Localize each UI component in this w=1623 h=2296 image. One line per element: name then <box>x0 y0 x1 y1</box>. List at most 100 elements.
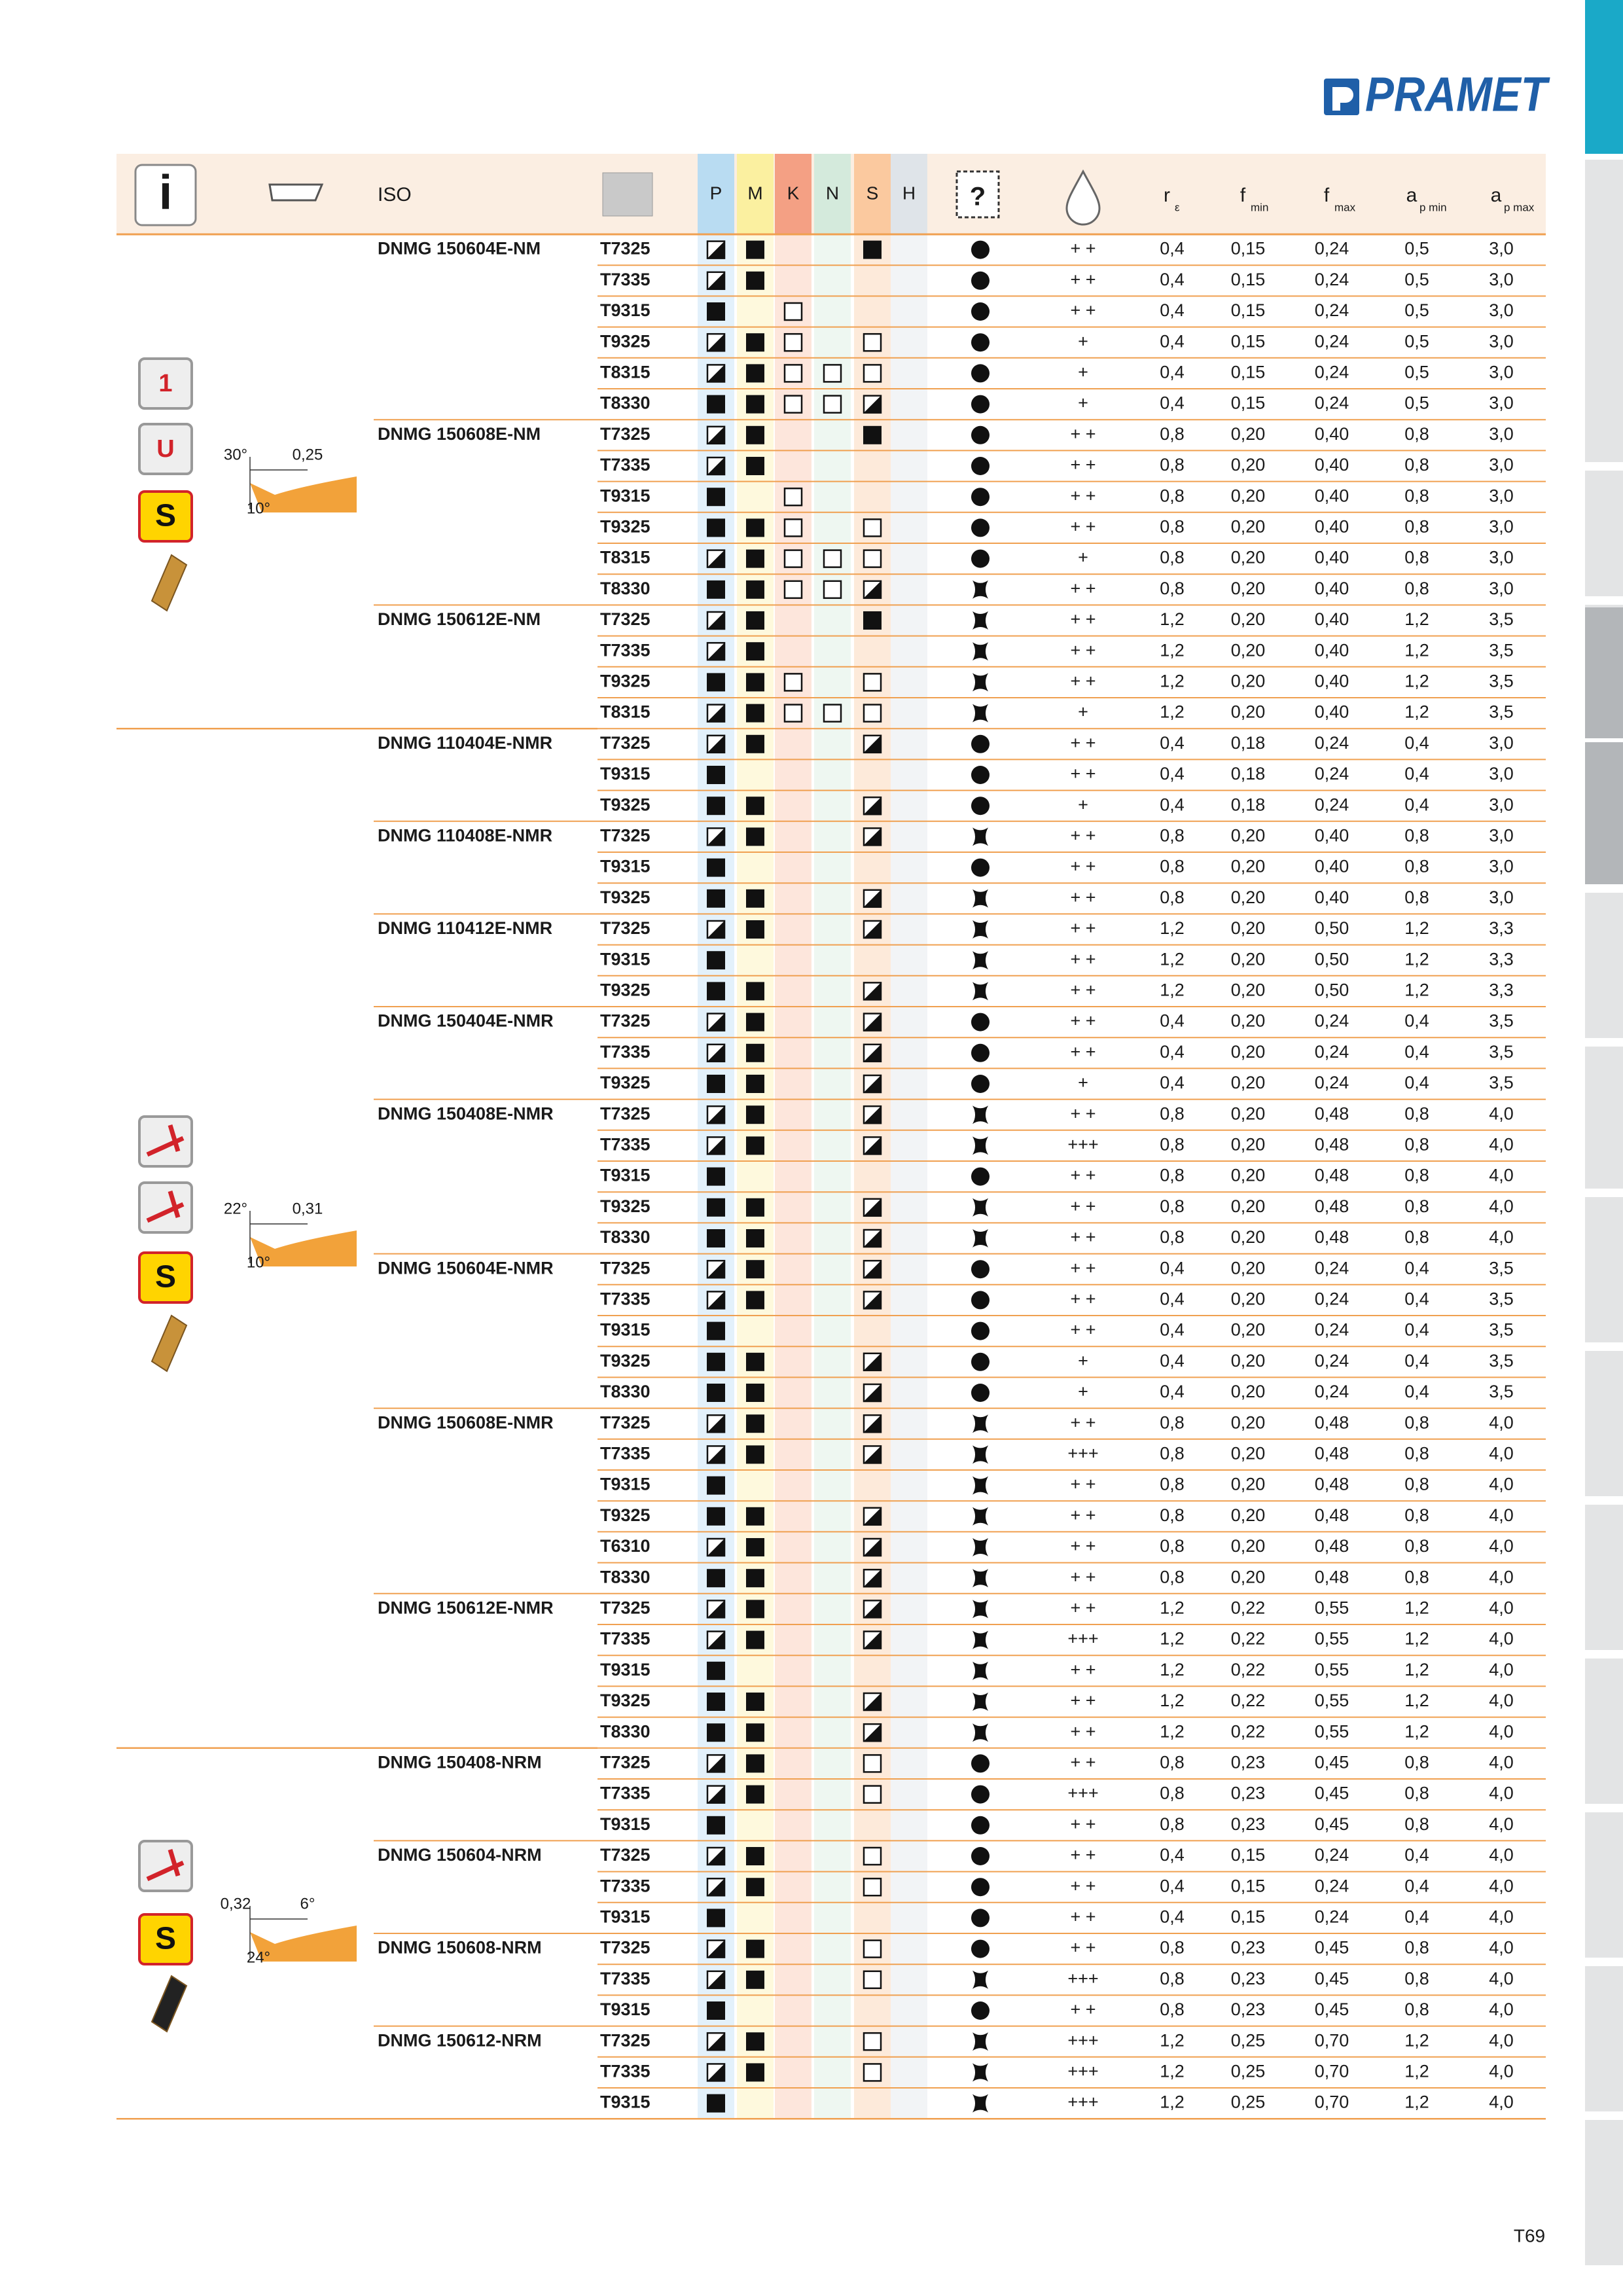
grade: T9325 <box>600 888 651 907</box>
suitability-half-fill <box>863 1043 882 1062</box>
parameter: 0,8 <box>1404 1196 1429 1216</box>
grade: T9315 <box>600 857 651 876</box>
parameter: 4,0 <box>1489 1784 1514 1803</box>
parameter: 3,3 <box>1489 918 1514 938</box>
suitability-half-fill <box>707 704 725 723</box>
material-column-bg <box>775 234 812 2119</box>
suitability-full <box>746 271 764 290</box>
group-icon-label: S <box>155 1260 176 1295</box>
chip-shape <box>972 1661 988 1680</box>
grade: T9315 <box>600 1166 651 1185</box>
material-column-bg <box>891 234 927 2119</box>
suitability-half-fill <box>863 797 882 816</box>
suitability-half-fill <box>863 1693 882 1711</box>
parameter: 3,0 <box>1489 455 1514 475</box>
grade: T7325 <box>600 1103 651 1123</box>
parameter: 0,20 <box>1231 826 1266 846</box>
coolant: + + <box>1070 1598 1096 1618</box>
suitability-half-fill <box>863 1445 882 1464</box>
material-header: K <box>787 183 800 203</box>
parameter: 0,4 <box>1160 1011 1185 1031</box>
group-icon-label: 1 <box>158 370 172 397</box>
suitability-full <box>746 1136 764 1155</box>
parameter: 0,50 <box>1315 980 1349 1000</box>
parameter: 0,5 <box>1404 270 1429 289</box>
suitability-full <box>746 1507 764 1526</box>
param-header-sub: max <box>1334 201 1356 213</box>
suitability-full <box>746 1445 764 1464</box>
parameter: 0,40 <box>1315 579 1349 598</box>
suitability-full <box>746 1970 764 1989</box>
grade: T7335 <box>600 455 651 475</box>
parameter: 0,8 <box>1160 888 1185 907</box>
coolant: + + <box>1070 1320 1096 1340</box>
chip-shape <box>971 1384 990 1402</box>
grade: T7335 <box>600 640 651 660</box>
parameter: 3,0 <box>1489 764 1514 783</box>
parameter: 0,20 <box>1231 640 1266 660</box>
coolant: + <box>1078 393 1088 413</box>
parameter: 0,8 <box>1160 486 1185 505</box>
parameter: 0,4 <box>1160 300 1185 320</box>
parameter: 0,8 <box>1160 857 1185 876</box>
parameter: 1,2 <box>1404 2092 1429 2112</box>
suitability-full <box>863 240 882 259</box>
parameter: 0,4 <box>1160 1351 1185 1371</box>
grade: T9315 <box>600 1320 651 1340</box>
chip-shape <box>971 1260 990 1279</box>
group-icon <box>138 357 193 410</box>
chip-shape <box>971 1167 990 1186</box>
chip-shape <box>971 734 990 753</box>
parameter: 0,8 <box>1404 1814 1429 1834</box>
parameter: 0,20 <box>1231 609 1266 629</box>
parameter: 3,5 <box>1489 609 1514 629</box>
chip-shape <box>971 1847 990 1865</box>
grade: T7325 <box>600 1011 651 1031</box>
parameter: 0,8 <box>1404 1412 1429 1432</box>
suitability-full <box>746 827 764 846</box>
param-header: r <box>1164 185 1170 206</box>
suitability-full <box>707 766 725 784</box>
parameter: 0,20 <box>1231 517 1266 537</box>
parameter: 0,4 <box>1404 1907 1429 1927</box>
coolant: + + <box>1070 300 1096 320</box>
material-column-bg <box>814 234 851 2119</box>
diagram-label: 0,32 <box>221 1895 251 1912</box>
suitability-full <box>746 1785 764 1804</box>
diagram-label: 0,31 <box>293 1200 323 1217</box>
parameter: 0,8 <box>1404 1227 1429 1247</box>
iso-code: DNMG 150604E-NM <box>378 239 541 259</box>
parameter: 0,40 <box>1315 609 1349 629</box>
material-icon <box>602 172 653 217</box>
parameter: 0,8 <box>1160 1103 1185 1123</box>
parameter: 0,20 <box>1231 888 1266 907</box>
parameter: 4,0 <box>1489 1814 1514 1834</box>
parameter: 3,0 <box>1489 393 1514 413</box>
parameter: 3,5 <box>1489 1042 1514 1062</box>
chip-shape <box>971 1785 990 1804</box>
grade: T7335 <box>600 1444 651 1463</box>
parameter: 4,0 <box>1489 1412 1514 1432</box>
chip-shape <box>972 827 988 846</box>
grade: T9325 <box>600 517 651 537</box>
suitability-full <box>746 333 764 352</box>
parameter: 0,15 <box>1231 363 1266 382</box>
suitability-full <box>746 1260 764 1279</box>
suitability-full <box>746 1693 764 1711</box>
parameter: 4,0 <box>1489 1969 1514 1988</box>
parameter: 0,24 <box>1315 1351 1349 1371</box>
suitability-open <box>863 1877 882 1897</box>
suitability-full <box>746 1075 764 1093</box>
parameter: 1,2 <box>1404 1629 1429 1649</box>
param-header: f <box>1324 185 1330 206</box>
parameter: 0,20 <box>1231 1505 1266 1525</box>
coolant: + + <box>1070 764 1096 783</box>
grade: T8315 <box>600 548 651 567</box>
suitability-open <box>863 1939 882 1958</box>
chip-shape <box>971 549 990 568</box>
coolant: + + <box>1070 672 1096 691</box>
coolant: + + <box>1070 1227 1096 1247</box>
chip-shape <box>971 1909 990 1928</box>
parameter: 1,2 <box>1160 672 1185 691</box>
